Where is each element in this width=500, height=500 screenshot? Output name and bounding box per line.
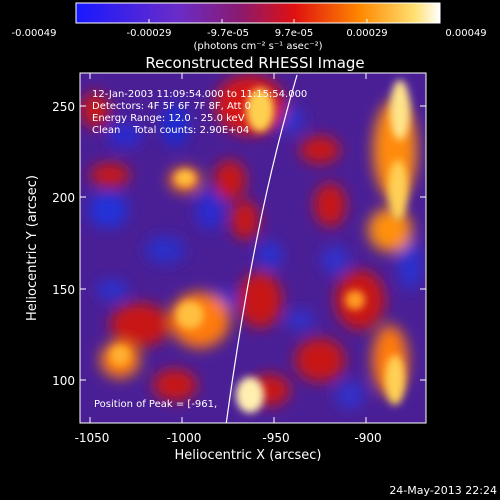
colorbar-ticks — [75, 19, 441, 23]
axis-ticks — [80, 73, 426, 423]
annotation-counts: Clean Total counts: 2.90E+04 — [92, 125, 249, 136]
y-tick-label-1: 150 — [52, 283, 75, 297]
colorbar-tick-label-2: -9.7e-05 — [207, 28, 249, 39]
y-axis-label: Heliocentric Y (arcsec) — [25, 175, 40, 321]
colorbar-tick-label-1: -0.00029 — [127, 28, 172, 39]
x-tick-label-1: -1000 — [167, 431, 202, 445]
image-title: Reconstructed RHESSI Image — [145, 54, 364, 72]
colorbar-units: (photons cm⁻² s⁻¹ asec⁻²) — [193, 41, 322, 52]
rhessi-map — [80, 73, 426, 423]
annotation-energy: Energy Range: 12.0 - 25.0 keV — [92, 113, 245, 124]
x-tick-label-3: -900 — [354, 431, 381, 445]
colorbar-tick-label-0: -0.00049 — [12, 28, 57, 39]
peak-position-label: Position of Peak = [-961, — [94, 399, 217, 410]
colorbar-tick-label-5: 0.00049 — [445, 28, 486, 39]
y-tick-label-3: 250 — [52, 100, 75, 114]
colorbar-gradient — [75, 2, 441, 24]
x-axis-label: Heliocentric X (arcsec) — [175, 448, 322, 463]
colorbar-tick-label-3: 9.7e-05 — [275, 28, 313, 39]
annotation-time: 12-Jan-2003 11:09:54.000 to 11:15:54.000 — [92, 89, 307, 100]
y-tick-label-0: 100 — [52, 374, 75, 388]
x-tick-label-2: -950 — [262, 431, 289, 445]
colorbar-tick-label-4: 0.00029 — [346, 28, 387, 39]
y-tick-label-2: 200 — [52, 191, 75, 205]
render-timestamp: 24-May-2013 22:24 — [389, 484, 497, 497]
plot-frame — [79, 72, 427, 424]
annotation-detectors: Detectors: 4F 5F 6F 7F 8F, Att 0 — [92, 101, 251, 112]
x-tick-label-0: -1050 — [75, 431, 110, 445]
solar-limb-line — [225, 74, 298, 423]
